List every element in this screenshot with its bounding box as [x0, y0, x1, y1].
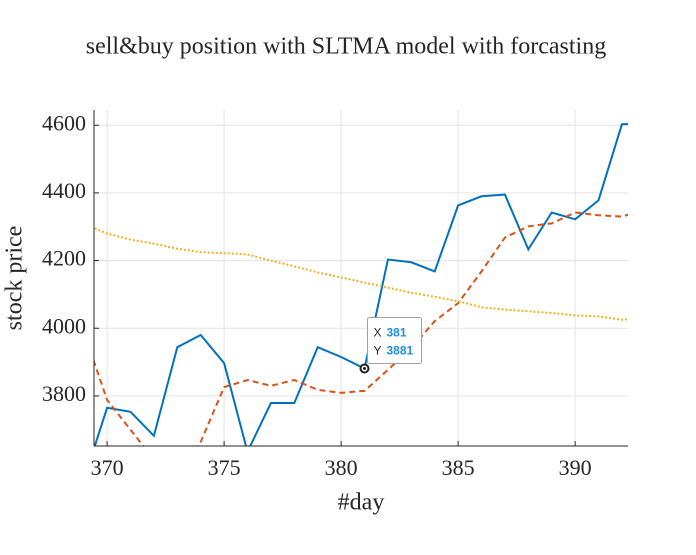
datatip-x-value: 381: [387, 326, 407, 340]
x-tick-label: 375: [208, 455, 241, 480]
datatip-y-label: Y: [374, 344, 382, 358]
y-tick-label: 4400: [42, 178, 86, 203]
x-tick-label: 380: [325, 455, 358, 480]
x-tick-label: 385: [442, 455, 475, 480]
series-line: [94, 123, 628, 446]
chart-title: sell&buy position with SLTMA model with …: [86, 34, 606, 60]
y-tick-label: 4000: [42, 313, 86, 338]
y-tick-label: 4200: [42, 246, 86, 271]
y-axis-label: stock price: [2, 226, 28, 331]
y-tick-label: 3800: [42, 381, 86, 406]
series-line: [94, 211, 628, 446]
x-tick-label: 370: [91, 455, 124, 480]
datatip-dot: [363, 367, 367, 371]
x-tick-label: 390: [559, 455, 592, 480]
series-line: [94, 226, 628, 321]
x-axis-label: #day: [338, 490, 385, 516]
grid: [94, 110, 628, 446]
plot-area: [94, 123, 628, 446]
overlay: X 381 Y 3881: [359, 317, 423, 374]
datatip-x-label: X: [374, 326, 382, 340]
datatip-box: [367, 317, 423, 365]
y-tick-label: 4600: [42, 110, 86, 135]
datatip-y-value: 3881: [387, 344, 414, 358]
